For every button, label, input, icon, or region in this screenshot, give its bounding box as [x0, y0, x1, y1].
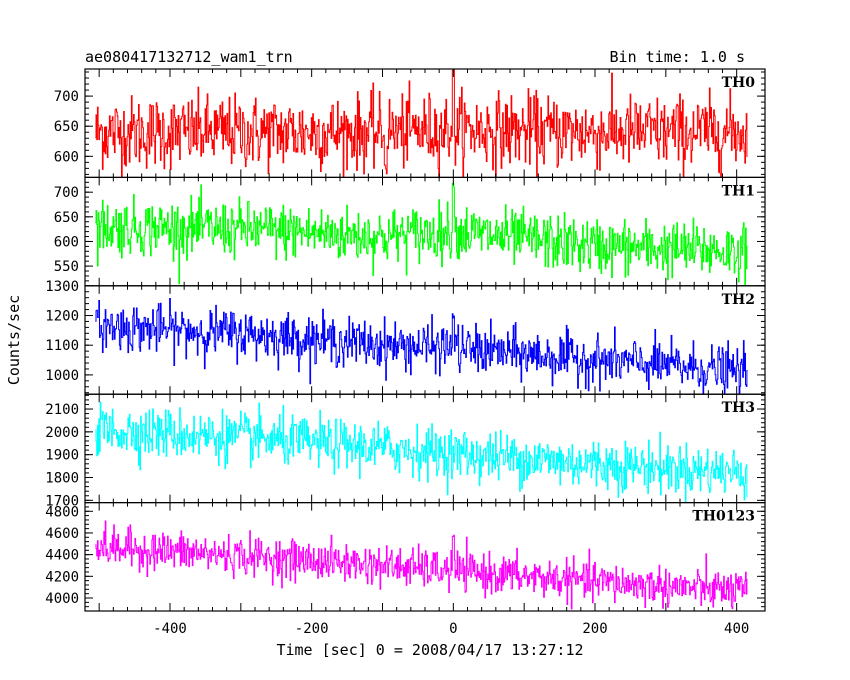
- y-tick-label: 600: [54, 149, 79, 165]
- y-tick-label: 1200: [45, 308, 79, 324]
- panels-group: 600 650 700 TH0 550 600 650 700 TH1 1000 1100 1200 1…: [45, 68, 766, 637]
- x-axis-label: Time [sec] 0 = 2008/04/17 13:27:12: [276, 641, 583, 659]
- y-tick-label: 600: [54, 234, 79, 250]
- series-line-th2: [95, 298, 748, 395]
- y-tick-label: 4800: [45, 504, 79, 520]
- y-tick-label: 4200: [45, 569, 79, 585]
- series-line-th3: [95, 401, 748, 503]
- y-tick-label: 4600: [45, 526, 79, 542]
- y-tick-label: 650: [54, 210, 79, 226]
- y-tick-label: 1000: [45, 368, 79, 384]
- y-tick-label: 1100: [45, 338, 79, 354]
- y-tick-label: 2100: [45, 402, 79, 418]
- series-line-th0: [95, 69, 748, 178]
- y-tick-label: 1900: [45, 448, 79, 464]
- y-tick-label: 700: [54, 185, 79, 201]
- x-tick-label: -400: [153, 621, 187, 637]
- y-tick-label: 550: [54, 259, 79, 275]
- panel-label-th3: TH3: [722, 400, 755, 416]
- x-tick-label: 200: [582, 621, 607, 637]
- y-tick-label: 700: [54, 89, 79, 105]
- panel-label-th1: TH1: [722, 183, 755, 199]
- series-line-th0123: [95, 520, 748, 610]
- panel-label-th0: TH0: [722, 75, 756, 91]
- y-tick-label: 4400: [45, 548, 79, 564]
- y-tick-label: 4000: [45, 591, 79, 607]
- y-tick-label: 1300: [45, 279, 79, 295]
- panel-label-th2: TH2: [722, 292, 755, 308]
- y-tick-label: 1700: [45, 493, 79, 509]
- y-tick-label: 1800: [45, 470, 79, 486]
- x-tick-label: 0: [449, 621, 457, 637]
- series-line-th1: [95, 182, 748, 286]
- x-tick-label: 400: [724, 621, 749, 637]
- panel-label-th0123: TH0123: [692, 509, 755, 525]
- x-tick-label: -200: [295, 621, 329, 637]
- chart-title: ae080417132712_wam1_trn: [85, 48, 293, 66]
- y-tick-label: 2000: [45, 425, 79, 441]
- chart-subtitle: Bin time: 1.0 s: [610, 48, 745, 66]
- y-tick-label: 650: [54, 119, 79, 135]
- y-axis-label: Counts/sec: [5, 295, 23, 385]
